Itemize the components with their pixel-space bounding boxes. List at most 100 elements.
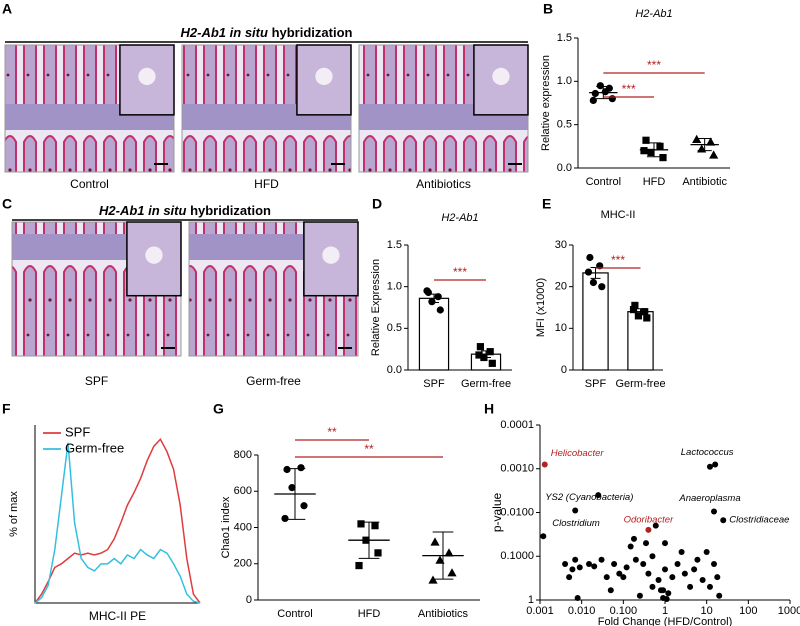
x-tick-label: HFD xyxy=(643,176,666,188)
x-tick-label: HFD xyxy=(358,608,381,620)
data-point xyxy=(660,587,667,594)
y-tick-label: 0.0001 xyxy=(500,419,534,431)
data-point xyxy=(662,540,668,547)
data-point xyxy=(300,502,308,510)
title-italic: H2-Ab1 in situ xyxy=(99,203,186,218)
micrograph-label: HFD xyxy=(254,177,279,191)
panel-title: MHC-II xyxy=(601,209,636,221)
y-tick-label: 800 xyxy=(234,449,252,461)
data-point xyxy=(620,574,627,581)
x-tick-label: Antibiotics xyxy=(418,608,469,620)
data-point xyxy=(434,293,442,301)
y-tick-label: 1 xyxy=(528,594,534,606)
data-point xyxy=(423,287,431,295)
point-label: YS2 (Cyanobacteria) xyxy=(545,492,633,503)
x-tick-label: 0.001 xyxy=(526,605,554,617)
data-point xyxy=(611,560,618,567)
data-point xyxy=(586,253,594,262)
data-point xyxy=(598,283,606,291)
data-point xyxy=(674,560,681,567)
data-point xyxy=(703,549,710,556)
data-point xyxy=(591,89,599,98)
y-axis-label: MFI (x1000) xyxy=(535,278,547,337)
micrograph-label: SPF xyxy=(85,374,108,388)
significance-label: *** xyxy=(611,253,625,267)
labeled-point xyxy=(572,507,579,514)
data-point xyxy=(652,522,659,529)
title-regular: hybridization xyxy=(190,203,271,218)
y-tick-label: 30 xyxy=(555,239,567,251)
point-label: Odoribacter xyxy=(624,514,674,525)
x-tick-label: SPF xyxy=(423,378,445,390)
data-point xyxy=(640,147,648,155)
point-label: Anaeroplasma xyxy=(678,493,740,504)
y-tick-label: 0.5 xyxy=(387,322,402,334)
point-label: Clostridium xyxy=(552,518,600,529)
y-axis-label: % of max xyxy=(8,491,20,537)
y-tick-label: 0.0010 xyxy=(500,463,534,475)
data-point xyxy=(706,137,716,146)
x-axis-label: Fold Change (HFD/Control) xyxy=(598,616,733,626)
data-point xyxy=(656,142,664,150)
data-point xyxy=(669,574,676,581)
legend-label: SPF xyxy=(65,424,90,439)
y-axis-label: Relative Expression xyxy=(370,259,382,356)
labeled-point xyxy=(541,461,548,468)
panel-letter: E xyxy=(542,196,551,212)
x-tick-label: 0.100 xyxy=(610,605,638,617)
error-bar xyxy=(646,142,662,158)
significance-label: ** xyxy=(364,442,374,456)
data-point xyxy=(616,570,623,577)
y-tick-label: 1.0 xyxy=(387,281,402,293)
data-point xyxy=(687,583,694,590)
data-point xyxy=(436,306,444,314)
y-tick-label: 0 xyxy=(561,364,567,376)
panel-title: H2-Ab1 xyxy=(441,212,478,224)
panel-letter: A xyxy=(2,1,12,17)
data-point xyxy=(569,566,576,573)
error-bar xyxy=(358,521,380,559)
data-point xyxy=(655,577,662,584)
panel-letter: D xyxy=(372,196,382,212)
data-point xyxy=(681,570,688,577)
labeled-point xyxy=(711,508,718,515)
inset-cell xyxy=(322,246,340,264)
data-point xyxy=(591,563,598,570)
legend-label: Germ-free xyxy=(65,440,124,455)
data-point xyxy=(709,150,719,159)
point-label: Helicobacter xyxy=(551,448,605,459)
data-point xyxy=(435,555,445,564)
data-point xyxy=(640,560,647,567)
y-tick-label: 10 xyxy=(555,322,567,334)
x-tick-label: Germ-free xyxy=(615,378,665,390)
data-point xyxy=(649,583,656,590)
x-tick-label: Antibiotic xyxy=(682,176,727,188)
data-point xyxy=(645,570,652,577)
y-tick-label: 1.5 xyxy=(557,32,572,44)
x-tick-label: Germ-free xyxy=(461,378,511,390)
data-point xyxy=(627,543,634,550)
data-point xyxy=(678,549,685,556)
data-point xyxy=(691,566,698,573)
data-point xyxy=(589,278,598,287)
error-bar xyxy=(432,531,454,580)
y-tick-label: 0.0 xyxy=(557,162,572,174)
panel-letter: B xyxy=(543,1,553,17)
y-tick-label: 200 xyxy=(234,558,252,570)
y-tick-label: 0.1000 xyxy=(500,550,534,562)
data-point xyxy=(706,583,713,590)
data-point xyxy=(601,88,609,96)
data-point xyxy=(288,484,296,492)
y-tick-label: 20 xyxy=(555,281,567,293)
x-tick-label: SPF xyxy=(585,378,607,390)
panel-title: H2-Ab1 in situ hybridization xyxy=(99,203,271,218)
significance-label: *** xyxy=(622,82,636,96)
data-point xyxy=(623,564,630,571)
inset-cell xyxy=(145,246,163,264)
data-point xyxy=(297,464,305,472)
data-point xyxy=(486,348,494,356)
data-point xyxy=(476,343,484,351)
y-axis-label: Relative expression xyxy=(540,55,552,151)
significance-label: *** xyxy=(647,58,661,72)
